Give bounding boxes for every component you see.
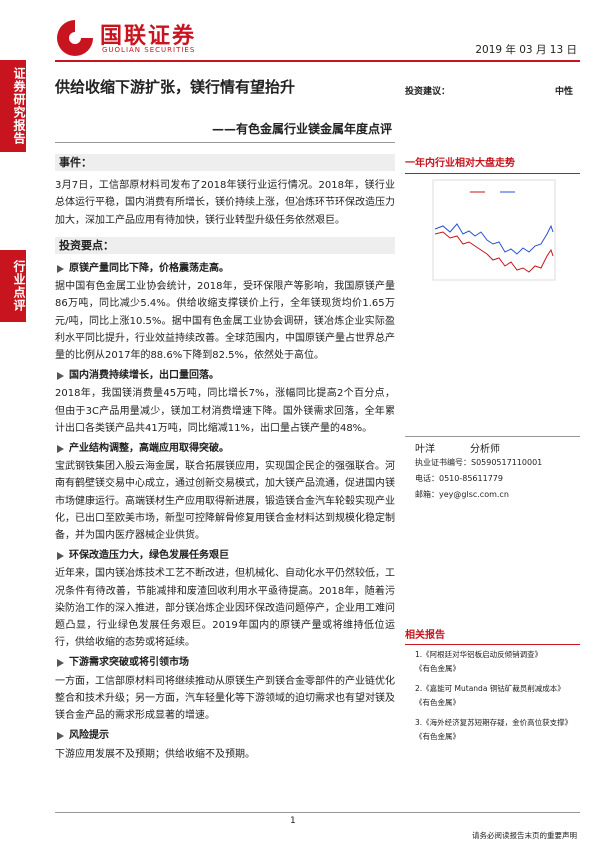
- points-list: 原镁产量同比下降，价格震荡走高。据中国有色金属工业协会统计，2018年，受环保限…: [55, 260, 395, 763]
- point-title: 原镁产量同比下降，价格震荡走高。: [55, 260, 395, 277]
- point-title: 风险提示: [55, 727, 395, 744]
- rating-value: 中性: [555, 87, 574, 97]
- sidebar: 证券研究报告 行业点评: [0, 0, 30, 842]
- paragraph: 据中国有色金属工业协会统计，2018年，受环保限产等影响，我国原镁产量86万吨，…: [55, 281, 395, 362]
- related-list: 1.《阿根廷对华铝板启动反倾销调查》 《有色金属》 2.《嘉能可 Mutanda 铜…: [415, 648, 585, 750]
- point-title: 下游需求突破或将引领市场: [55, 654, 395, 671]
- point-title: 国内消费持续增长，出口量回落。: [55, 367, 395, 384]
- related-title: 1.《阿根廷对华铝板启动反倾销调查》: [415, 650, 543, 659]
- paragraph: 一方面，工信部原材料司将继续推动从原镁生产到镁合金零部件的产业链优化整合和技术升…: [55, 675, 395, 722]
- related-title: 3.《海外经济复苏短期存疑，金价高位获支撑》: [415, 718, 573, 727]
- trend-chart-image: [432, 179, 556, 281]
- disclaimer: 请务必阅读报告末页的重要声明: [472, 831, 577, 840]
- related-source: 《有色金属》: [415, 732, 460, 741]
- divider: [55, 142, 395, 143]
- paragraph: 下游应用发展不及预期；供给收缩不及预期。: [55, 748, 255, 760]
- logo-mark: [57, 20, 93, 56]
- divider: [405, 436, 580, 437]
- chart-title: 一年内行业相对大盘走势: [405, 150, 580, 174]
- analyst-role: 分析师: [470, 444, 500, 455]
- analyst-name: 叶洋: [415, 444, 435, 455]
- point-title: 产业结构调整，高端应用取得突破。: [55, 440, 395, 457]
- main-column: 事件： 3月7日，工信部原材料司发布了2018年镁行业运行情况。2018年，镁行…: [55, 150, 395, 800]
- related-source: 《有色金属》: [415, 698, 460, 707]
- sidebar-label: 行业点评: [0, 250, 26, 322]
- subtitle: ——有色金属行业镁金属年度点评: [211, 122, 392, 136]
- paragraph: 近年来，国内镁冶炼技术工艺不断改进，但机械化、自动化水平仍然较低，工况条件有待改…: [55, 568, 395, 649]
- date: 2019 年 03 月 13 日: [475, 44, 577, 56]
- header-rule: [55, 60, 580, 62]
- sidebar-label: 证券研究报告: [0, 60, 26, 152]
- point-title: 环保改造压力大，绿色发展任务艰巨: [55, 547, 395, 564]
- related-heading: 相关报告: [405, 626, 580, 645]
- analyst-email: 邮箱：yey@glsc.com.cn: [415, 490, 509, 499]
- paragraph: 3月7日，工信部原材料司发布了2018年镁行业运行情况。2018年，镁行业总体运…: [55, 180, 395, 226]
- related-source: 《有色金属》: [415, 664, 460, 673]
- footer-rule: [55, 812, 580, 813]
- section-heading: 投资要点：: [55, 236, 395, 255]
- paragraph: 2018年，我国镁消费量45万吨，同比增长7%，涨幅同比提高2个百分点，但由于3…: [55, 388, 395, 434]
- side-column: 一年内行业相对大盘走势: [405, 150, 580, 298]
- title: 供给收缩下游扩张，镁行情有望抬升: [55, 78, 296, 96]
- rating-label: 投资建议：: [405, 87, 451, 97]
- analyst-phone: 电话：0510-85611779: [415, 474, 503, 483]
- section-heading: 事件：: [55, 154, 395, 172]
- logo-text: 国联证券: [100, 24, 197, 49]
- paragraph: 宝武钢铁集团入股云海金属，联合拓展镁应用，实现国企民企的强强联合。河南有鹤壁镁交…: [55, 461, 395, 542]
- analyst-cert: 执业证书编号：S0590517110001: [415, 458, 543, 467]
- related-title: 2.《嘉能可 Mutanda 铜钴矿裁员削减成本》: [415, 684, 565, 693]
- page-number: 1: [290, 816, 296, 826]
- logo-subtext: GUOLIAN SECURITIES: [102, 46, 196, 54]
